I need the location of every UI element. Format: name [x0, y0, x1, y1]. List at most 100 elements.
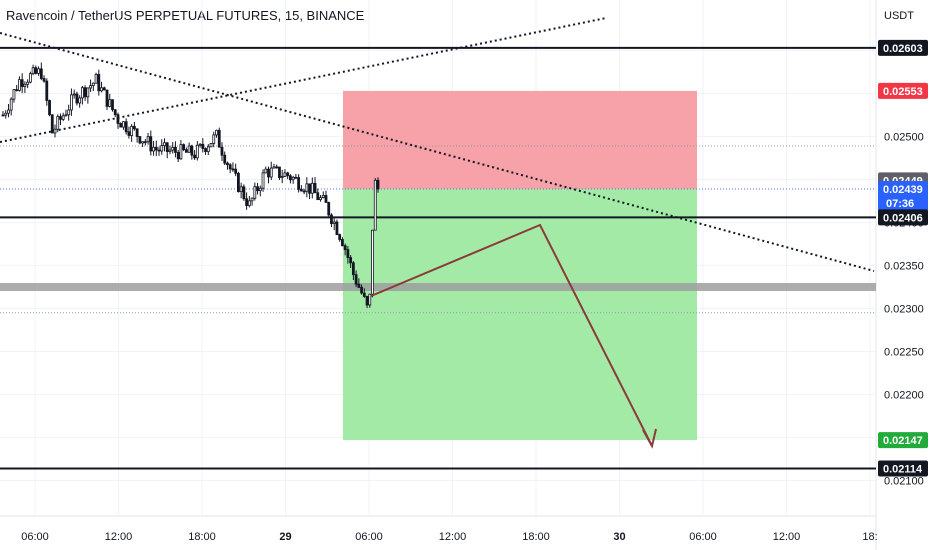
time-tick-label: 12:00 [439, 531, 467, 543]
price-axis[interactable]: USDT0.021000.021500.022000.022500.023000… [884, 10, 924, 488]
current-price-countdown: 07:36 [886, 198, 914, 210]
currency-label: USDT [884, 10, 914, 22]
candle-up [305, 183, 309, 192]
candle-up [209, 143, 213, 148]
candle-down [124, 121, 128, 133]
candle-up [7, 109, 10, 114]
candle-down [143, 141, 147, 144]
candle-up [64, 114, 68, 117]
candle-down [111, 99, 114, 111]
candle-up [4, 112, 8, 116]
stop-loss-label: 0.02553 [883, 86, 923, 98]
candle-up [261, 172, 265, 189]
candle-up [89, 85, 92, 89]
candle-down [149, 136, 153, 152]
candle-down [324, 195, 328, 203]
candle-down [338, 234, 342, 240]
candle-up [9, 98, 13, 111]
candle-up [332, 221, 336, 225]
candle-up [187, 145, 191, 153]
candle-up [163, 142, 166, 146]
price-badges: 0.026030.025530.024490.0243907:360.02406… [878, 39, 928, 477]
candle-up [72, 93, 76, 96]
candle-down [278, 166, 281, 178]
candle-up [253, 186, 257, 199]
candle-up [264, 168, 268, 174]
candle-down [234, 168, 238, 174]
candle-up [23, 83, 27, 87]
candle-down [127, 131, 131, 136]
candle-down [299, 188, 303, 192]
candle-down [223, 154, 227, 164]
projection-path [370, 223, 657, 449]
take-profit-badge [878, 432, 928, 449]
candle-down [362, 292, 366, 297]
candle-down [335, 221, 339, 235]
price-tick-label: 0.02200 [884, 390, 924, 402]
time-tick-label: 18:00 [522, 531, 550, 543]
level-bottom-label: 0.02114 [883, 463, 923, 475]
candle-up [152, 146, 155, 152]
candle-up [258, 187, 262, 192]
projection-arrowhead [642, 428, 657, 449]
candle-down [256, 186, 259, 192]
candle-down [341, 239, 344, 247]
price-tick-label: 0.02500 [884, 132, 924, 144]
candle-down [105, 89, 109, 107]
candle-up [195, 144, 199, 159]
candle-up [319, 197, 322, 201]
candle-down [102, 87, 106, 91]
candle-down [302, 190, 306, 193]
candle-up [18, 79, 21, 91]
candle-up [28, 73, 32, 83]
candle-down [42, 78, 46, 82]
candle-down [48, 100, 51, 116]
candle-down [113, 109, 117, 116]
candle-down [184, 149, 188, 153]
candle-up [280, 176, 284, 178]
candle-up [100, 87, 103, 92]
candle-up [368, 293, 372, 306]
candle-down [174, 146, 177, 153]
candle-up [310, 182, 314, 194]
level-top-badge [878, 39, 928, 56]
level-bottom-badge [878, 460, 928, 477]
candle-down [275, 166, 279, 169]
candle-down [343, 245, 347, 251]
price-tick-label: 0.02350 [884, 261, 924, 273]
candle-up [373, 179, 377, 231]
candle-down [220, 146, 224, 156]
candle-down [50, 114, 54, 134]
candle-down [135, 128, 139, 137]
take-profit-zone [343, 188, 697, 441]
candle-down [357, 283, 361, 288]
candle-up [272, 166, 276, 169]
rising-trendline [0, 17, 607, 143]
candle-down [83, 87, 87, 98]
candle-down [237, 172, 240, 193]
candle-up [160, 145, 164, 152]
candle-down [226, 162, 229, 166]
candle-down [39, 68, 43, 79]
candle-down [157, 149, 161, 152]
time-tick-label: 06:00 [355, 531, 383, 543]
time-axis[interactable]: 06:00 12:00 18:00 29 06:00 12:00 18:00 30 06:00 1… [21, 531, 877, 543]
price-tick-label: 0.02250 [884, 347, 924, 359]
candle-down [316, 192, 320, 201]
candle-up [26, 81, 30, 85]
candle-up [94, 74, 98, 84]
level-mid-label: 0.02406 [883, 212, 923, 224]
chart-title: Ravencoin / TetherUS PERPETUAL FUTURES, … [6, 8, 365, 23]
candle-down [228, 164, 232, 170]
time-tick-label: 12:00 [773, 531, 801, 543]
time-tick-label: 06:00 [21, 531, 49, 543]
time-tick-label: 06:00 [689, 531, 717, 543]
candle-up [371, 229, 374, 295]
candle-down [327, 202, 331, 216]
candle-down [297, 177, 301, 190]
candle-up [12, 89, 16, 100]
candle-up [67, 109, 71, 116]
candle-up [321, 195, 325, 198]
candle-up [206, 146, 210, 152]
